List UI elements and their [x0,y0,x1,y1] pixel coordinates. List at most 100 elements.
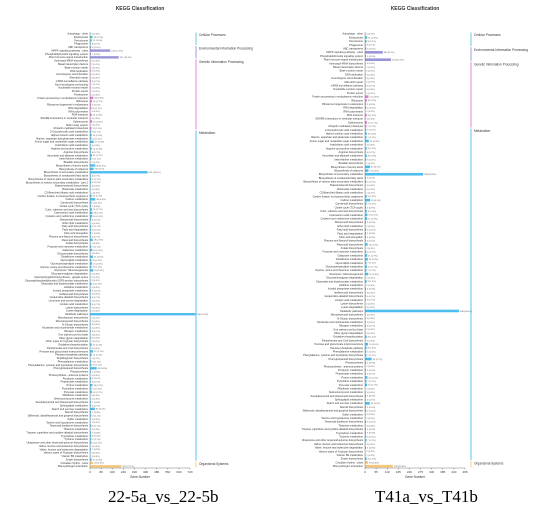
group-label: Metabolism [199,131,216,135]
bar [365,298,366,302]
bar-value-label: 5 (0.9%) [367,362,376,364]
category-label: Biosynthesis of unsaturated fatty acids [44,174,89,178]
category-label: Porphyrin metabolism [338,368,363,372]
category-label: Ubiquinone and other terpenoid-quinone b… [302,438,364,442]
bar-value-label: 7 (1.2%) [367,204,376,206]
category-label: Other glycan degradation [59,336,89,340]
category-label: Pyruvate metabolism [64,390,88,394]
bar-value-label: 4 (0.5%) [92,94,101,96]
category-label: Pantothenate and CoA biosynthesis [322,338,364,342]
bar [365,102,367,106]
bar-value-label: 5 (0.9%) [367,233,376,235]
category-label: Brassinosteroid biosynthesis [330,183,364,187]
category-label: Monoterpenoid biosynthesis [331,313,364,317]
bar-value-label: 2 (0.3%) [366,278,375,280]
bar-value-label: 6 (0.7%) [92,382,101,384]
bar-value-label: 7 (1.2%) [367,355,376,357]
bar [90,218,92,221]
category-label: DNA replication [345,72,363,76]
category-label: Ascorbate and aldarate metabolism [47,153,88,157]
bar-value-label: 15 (2.6%) [369,344,379,346]
bar [365,95,369,98]
category-label: Linoleic acid metabolism [335,298,363,302]
group-label: Genetic Information Processing [199,60,244,64]
bar-value-label: 4 (0.7%) [367,326,376,328]
x-tick-label: 320 [132,470,137,474]
bar-value-label: 4 (0.5%) [92,118,101,120]
bar-value-label: 2 (0.2%) [91,192,100,194]
category-label: Isoquinoline alkaloid biosynthesis [50,295,89,299]
bar-value-label: 5 (0.9%) [367,370,376,372]
bar [365,368,367,372]
bar-value-label: 7 (0.8%) [92,432,101,434]
category-label: 2-Oxocarboxylic acid metabolism [325,128,363,132]
category-label: Ribosome [351,98,363,102]
category-label: Valine, leucine and isoleucine biosynthe… [39,444,89,448]
category-label: C5-Branched dibasic acid metabolism [44,190,88,194]
category-label: Carbon fixation in photosynthetic organi… [38,194,89,198]
bar-value-label: 5 (0.9%) [367,289,376,291]
category-label: Pentose and glucuronate interconversions [315,342,364,346]
category-label: Terpenoid backbone biosynthesis [50,424,89,428]
category-label: Histidine metabolism [64,285,88,289]
bar-value-label: 2 (0.3%) [366,329,375,331]
category-label: Glycerophospholipid metabolism [326,265,363,269]
bar [365,121,368,124]
bar-value-label: 3 (0.5%) [367,78,376,80]
bar [90,309,91,313]
bar-value-label: 8 (1.4%) [368,337,377,339]
bar-value-label: 9 (1.1%) [92,226,101,228]
category-label: Oxidative phosphorylation [58,343,88,347]
bar [365,84,366,87]
bar-value-label: 3 (0.5%) [367,119,376,121]
bar [365,220,367,224]
bar-value-label: 2 (0.2%) [91,64,100,66]
bar-value-label: 7 (1.2%) [367,263,376,265]
bar-value-label: 4 (0.7%) [367,296,376,298]
bar [365,106,367,110]
bar-value-label: 38 (4.6%) [96,199,106,201]
category-label: Flavone and flavonol biosynthesis [49,234,89,238]
category-label: Steroid biosynthesis [340,405,364,409]
bar-value-label: 8 (1.0%) [92,290,101,292]
bar [365,209,367,213]
bar [365,342,369,346]
x-tick-label: 240 [121,470,126,474]
category-label: Metabolic pathways [340,309,363,313]
category-label: Histidine metabolism [339,283,363,287]
category-label: Betalain biosynthesis [64,160,89,164]
bar [90,387,92,390]
bar-value-label: 21 (2.5%) [94,257,104,259]
category-label: Butanoate metabolism [337,187,363,191]
bar [90,292,91,296]
category-label: Fructose and mannose metabolism [47,245,88,249]
x-tick-label: 330 [429,470,434,474]
category-label: Biosynthesis of various secondary metabo… [26,180,89,184]
bar [90,154,92,157]
bar-value-label: 15 (1.8%) [93,263,103,265]
x-tick-label: 275 [418,470,423,474]
bar-value-label: 2 (0.3%) [366,451,375,453]
bar-value-label: 5 (0.6%) [92,338,101,340]
bar [90,150,91,154]
bar-value-label: 27 (3.3%) [95,142,105,144]
category-label: Starch and sucrose metabolism [52,407,88,411]
bar-value-label: 4 (0.7%) [367,152,376,154]
x-tick-label: 0 [89,470,91,474]
category-label: Photosynthesis [70,370,88,374]
bar-value-label: 7 (0.8%) [92,371,101,373]
category-label: Nicotinate and nicotinamide metabolism [317,320,363,324]
group-label: Cellular Processes [199,33,226,37]
bar [90,238,93,242]
bar-value-label: 16 (1.9%) [93,250,103,252]
category-label: ABC transporters [68,45,89,49]
bar-value-label: 3 (0.5%) [367,185,376,187]
bar-value-label: 5 (0.6%) [92,186,101,188]
bar [90,326,91,329]
category-label: Carbon metabolism [66,197,89,201]
category-label: Various types of N-glycan biosynthesis [319,449,364,453]
bar-value-label: 1 (0.2%) [366,67,375,69]
bar [90,144,91,147]
category-label: Ether lipid metabolism [62,221,88,225]
category-label: Amino sugar and nucleotide sugar metabol… [310,139,363,143]
